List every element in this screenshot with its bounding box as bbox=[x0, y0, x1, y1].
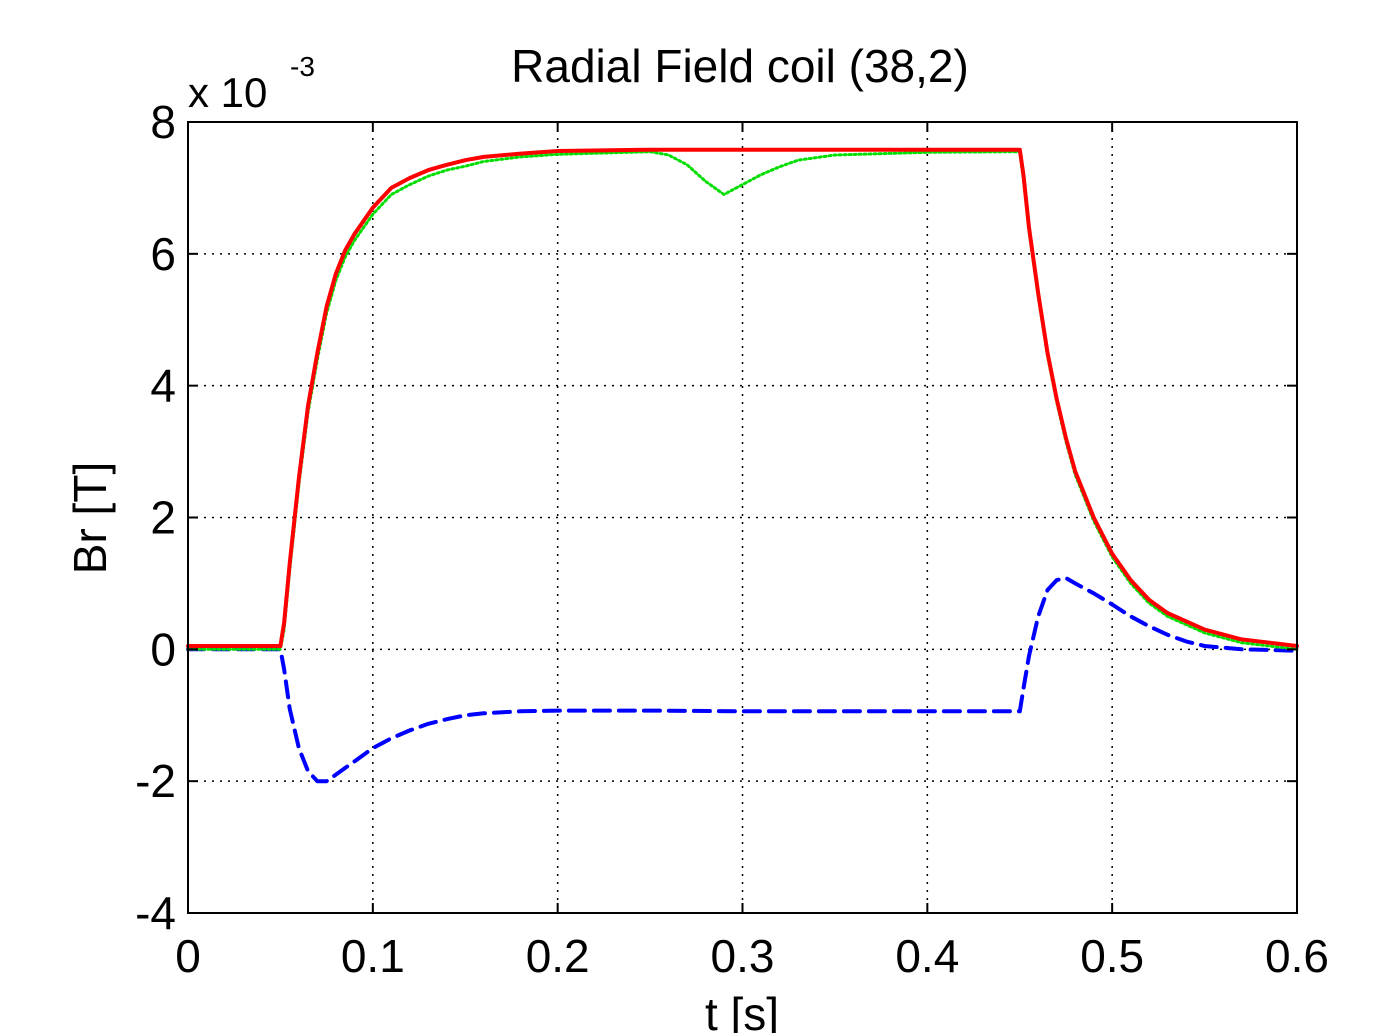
y-tick-label: 4 bbox=[150, 360, 176, 412]
x-tick-label: 0.5 bbox=[1080, 930, 1144, 982]
series-line-dashed bbox=[186, 576, 1299, 784]
x-tick-label: 0.1 bbox=[341, 930, 405, 982]
chart-title: Radial Field coil (38,2) bbox=[511, 40, 969, 92]
axis-ticks: 0 0.1 0.2 0.3 0.4 0.5 0.6 -4 -2 0 2 4 6 8 bbox=[135, 96, 1329, 982]
y-tick-label: 2 bbox=[150, 492, 176, 544]
y-tick-label: -4 bbox=[135, 887, 176, 939]
plot-series bbox=[186, 147, 1299, 784]
x-tick-label: 0.3 bbox=[711, 930, 775, 982]
x-axis-title: t [s] bbox=[705, 988, 779, 1033]
y-exponent-power: -3 bbox=[290, 51, 315, 82]
series-line-solid bbox=[186, 147, 1299, 648]
x-tick-label: 0 bbox=[175, 930, 201, 982]
y-exponent-label: x 10 -3 bbox=[188, 51, 315, 116]
y-axis-title: Br [T] bbox=[64, 462, 116, 574]
x-tick-label: 0.2 bbox=[526, 930, 590, 982]
grid-lines bbox=[188, 122, 1297, 913]
y-exponent-base: x 10 bbox=[188, 69, 267, 116]
y-tick-label: 0 bbox=[150, 623, 176, 675]
x-tick-label: 0.6 bbox=[1265, 930, 1329, 982]
x-tick-label: 0.4 bbox=[895, 930, 959, 982]
y-tick-label: -2 bbox=[135, 755, 176, 807]
y-tick-label: 8 bbox=[150, 96, 176, 148]
y-tick-label: 6 bbox=[150, 228, 176, 280]
